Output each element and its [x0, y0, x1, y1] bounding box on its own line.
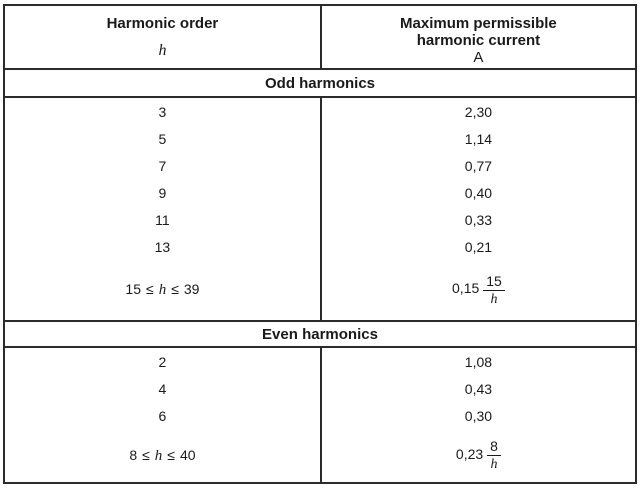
harmonic-order-value: 13	[5, 233, 322, 260]
section-band-even-harmonics: Even harmonics	[5, 320, 635, 348]
table-row: 9 0,40	[5, 179, 635, 206]
h-variable: h	[158, 282, 167, 298]
formula-coefficient: 0,15	[452, 280, 480, 296]
range-max: 39	[183, 281, 200, 297]
h-variable: h	[154, 447, 163, 464]
fraction-denominator: h	[490, 457, 498, 472]
harmonic-order-value: 2	[5, 348, 322, 375]
table-row: 6 0,30	[5, 402, 635, 429]
less-equal-symbol: ≤	[167, 446, 175, 463]
harmonic-order-symbol: h	[158, 42, 167, 59]
harmonic-current-formula: 0,15 15 h	[322, 260, 635, 320]
header-cell-max-current: Maximum permissible harmonic current A	[322, 6, 635, 68]
harmonic-order-title: Harmonic order	[106, 15, 219, 32]
harmonic-current-value: 0,43	[464, 380, 493, 397]
range-min: 15	[125, 281, 141, 297]
max-current-title: Maximum permissible harmonic current	[400, 15, 557, 49]
harmonic-current-value: 0,33	[464, 211, 493, 228]
harmonic-order-value: 3	[5, 98, 322, 125]
formula-fraction: 15 h	[483, 274, 505, 307]
table-row: 13 0,21	[5, 233, 635, 260]
table-row: 11 0,33	[5, 206, 635, 233]
table-row-range-even: 8 ≤ h ≤ 40 0,23 8 h	[5, 429, 635, 482]
harmonic-current-value: 0,21	[464, 238, 493, 255]
fraction-numerator: 8	[487, 439, 501, 456]
fraction-denominator: h	[490, 291, 498, 307]
formula-coefficient: 0,23	[455, 445, 484, 462]
harmonic-order-value: 7	[5, 152, 322, 179]
harmonic-current-value: 0,77	[464, 157, 493, 174]
harmonic-order-range: 8 ≤ h ≤ 40	[5, 429, 322, 482]
table-row: 4 0,43	[5, 375, 635, 402]
harmonic-current-value: 0,30	[464, 407, 493, 424]
harmonic-limits-table: Harmonic order h Maximum permissible har…	[3, 4, 637, 484]
range-max: 40	[179, 446, 196, 463]
harmonic-current-value: 2,30	[464, 103, 493, 120]
harmonic-order-value: 5	[5, 125, 322, 152]
table-row: 7 0,77	[5, 152, 635, 179]
range-min: 8	[129, 446, 138, 463]
table-row: 2 1,08	[5, 348, 635, 375]
max-current-unit: A	[473, 49, 484, 66]
harmonic-current-value: 1,14	[464, 130, 493, 147]
formula-fraction: 8 h	[487, 439, 501, 472]
section-band-odd-harmonics: Odd harmonics	[5, 70, 635, 98]
table-row: 3 2,30	[5, 98, 635, 125]
harmonic-order-value: 6	[5, 402, 322, 429]
header-cell-harmonic-order: Harmonic order h	[5, 6, 322, 68]
less-equal-symbol: ≤	[142, 446, 150, 463]
less-equal-symbol: ≤	[171, 281, 179, 297]
fraction-numerator: 15	[483, 274, 505, 291]
table-row-range-odd: 15 ≤ h ≤ 39 0,15 15 h	[5, 260, 635, 320]
table-row: 5 1,14	[5, 125, 635, 152]
harmonic-order-value: 4	[5, 375, 322, 402]
less-equal-symbol: ≤	[146, 281, 154, 297]
harmonic-order-value: 11	[5, 206, 322, 233]
table-header-row: Harmonic order h Maximum permissible har…	[5, 6, 635, 70]
order-range-expression: 15 ≤ h ≤ 39	[125, 281, 199, 299]
formula-expression: 0,15 15 h	[452, 274, 505, 307]
harmonic-order-range: 15 ≤ h ≤ 39	[5, 260, 322, 320]
harmonic-current-value: 1,08	[464, 353, 493, 370]
formula-expression: 0,23 8 h	[456, 439, 501, 472]
harmonic-current-formula: 0,23 8 h	[322, 429, 635, 482]
harmonic-order-value: 9	[5, 179, 322, 206]
harmonic-current-value: 0,40	[464, 184, 493, 201]
order-range-expression: 8 ≤ h ≤ 40	[129, 447, 195, 465]
